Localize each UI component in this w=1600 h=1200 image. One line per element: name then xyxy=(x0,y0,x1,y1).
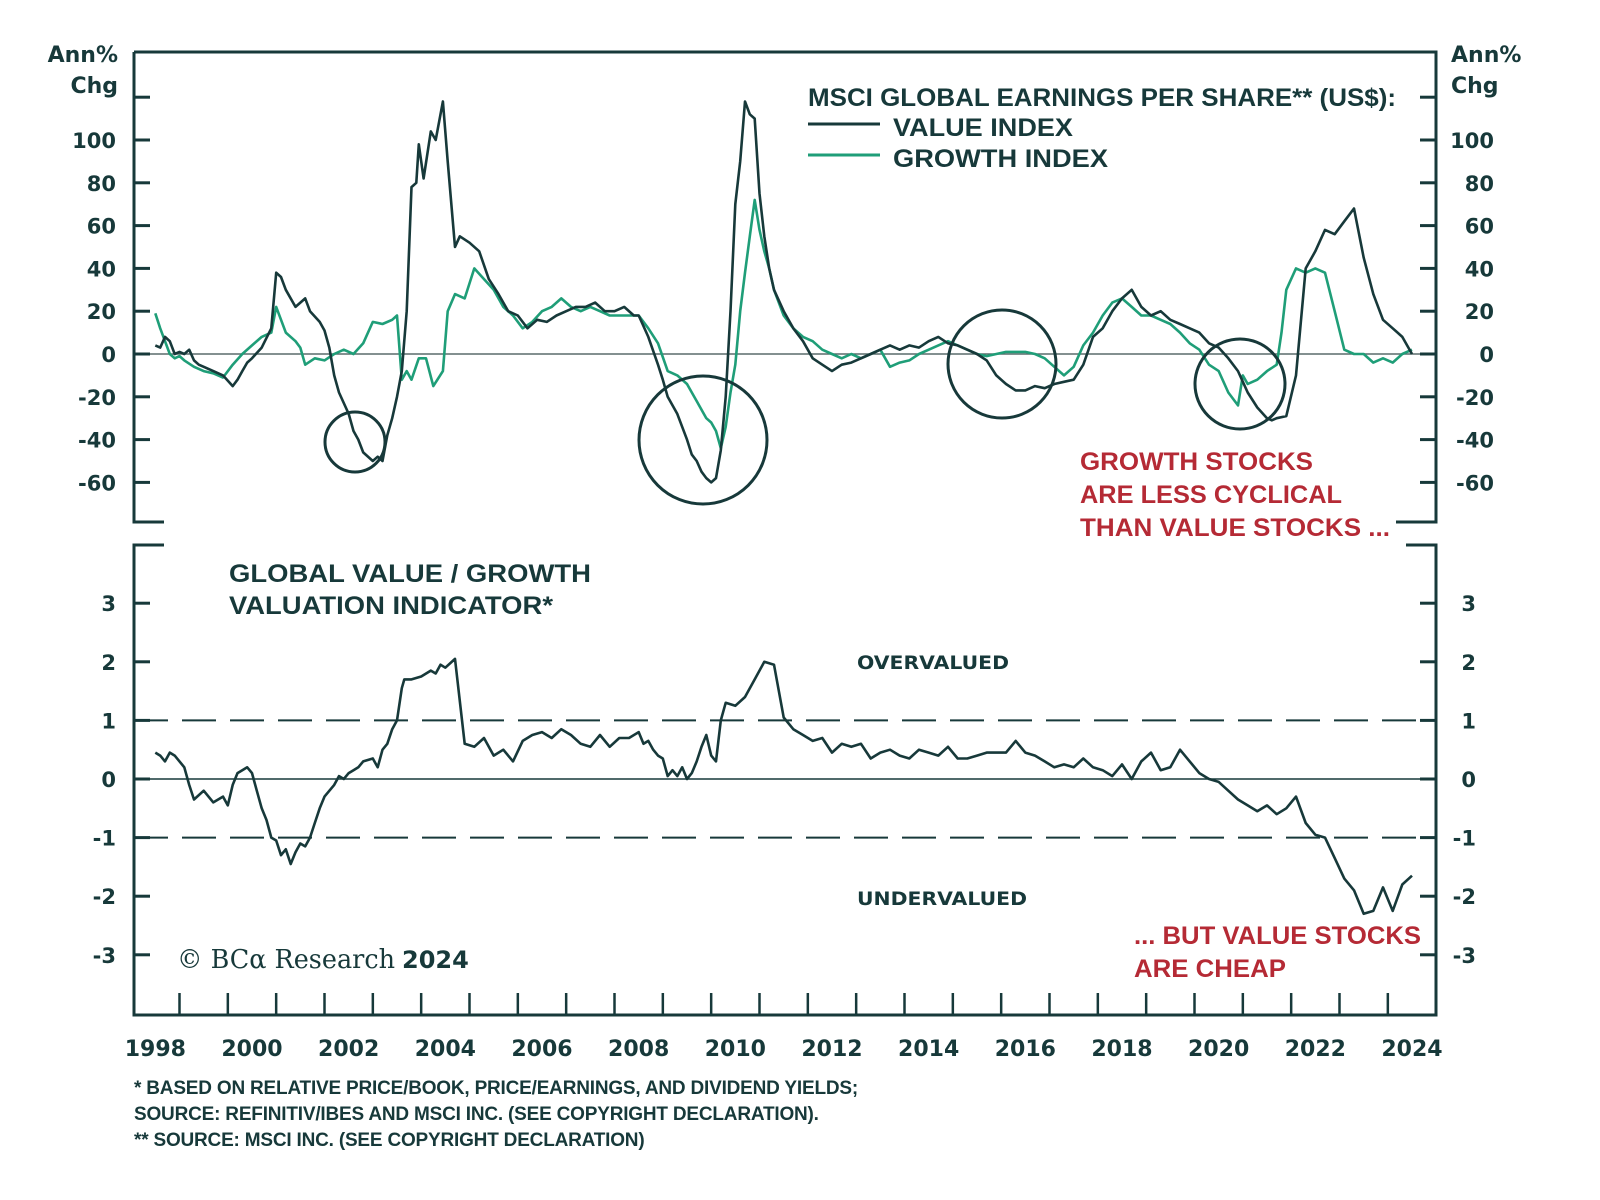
top-left-tick-label: 60 xyxy=(87,215,116,239)
x-tick-label: 2010 xyxy=(705,1037,766,1062)
top-right-tick-label: 40 xyxy=(1465,257,1494,281)
bottom-right-ticks xyxy=(1420,601,1436,957)
top-chart-title: MSCI GLOBAL EARNINGS PER SHARE** (US$): xyxy=(808,84,1396,112)
top-annotation-line2: ARE LESS CYCLICAL xyxy=(1080,481,1342,509)
legend-value-label: VALUE INDEX xyxy=(893,114,1073,142)
bottom-left-tick-label: 1 xyxy=(101,709,116,733)
x-tick-label: 2004 xyxy=(415,1037,476,1062)
bottom-right-tick-label: -1 xyxy=(1453,827,1476,851)
top-panel-frame xyxy=(132,50,1438,524)
bottom-left-tick-label: 3 xyxy=(101,592,116,616)
valuation-indicator-line xyxy=(154,657,1413,916)
top-right-tick-label: -40 xyxy=(1456,429,1494,453)
top-panel: -60 -40 -20 0 20 40 60 80 100 -60 -40 -20 0 20 40 60 80… xyxy=(48,43,1522,542)
top-right-unit-label-line2: Chg xyxy=(1451,74,1499,99)
value-index-line xyxy=(154,100,1414,484)
x-tick-label: 2022 xyxy=(1285,1037,1346,1062)
bottom-right-tick-label: -3 xyxy=(1453,944,1476,968)
bottom-annotation-line1: ... BUT VALUE STOCKS xyxy=(1134,922,1421,950)
legend-growth-label: GROWTH INDEX xyxy=(893,145,1108,173)
top-left-unit-label-line1: Ann% xyxy=(48,43,118,68)
bottom-right-tick-label: 0 xyxy=(1461,768,1476,792)
trough-circles xyxy=(323,308,1287,506)
top-right-tick-label: -60 xyxy=(1456,471,1494,495)
bottom-right-tick-label: 3 xyxy=(1461,592,1476,616)
bottom-left-tick-label: 0 xyxy=(101,768,116,792)
top-left-tick-labels: -60 -40 -20 0 20 40 60 80 100 xyxy=(72,129,116,495)
top-left-ticks xyxy=(134,95,150,484)
footnote-2: SOURCE: REFINITIV/IBES AND MSCI INC. (SE… xyxy=(134,1104,819,1125)
top-left-tick-label: 0 xyxy=(101,343,116,367)
x-tick-label: 2000 xyxy=(221,1037,282,1062)
x-tick-label: 2020 xyxy=(1188,1037,1249,1062)
x-tick-label: 2006 xyxy=(511,1037,572,1062)
undervalued-label: UNDERVALUED xyxy=(857,888,1027,910)
top-left-tick-label: -40 xyxy=(78,429,116,453)
bottom-right-tick-label: -2 xyxy=(1453,885,1476,909)
bottom-right-tick-labels: -3 -2 -1 0 1 2 3 xyxy=(1453,592,1476,968)
top-left-tick-label: 100 xyxy=(72,129,116,153)
top-right-tick-label: 80 xyxy=(1465,172,1494,196)
trough-circle-2015 xyxy=(946,308,1058,420)
bottom-left-tick-label: -2 xyxy=(93,885,116,909)
top-right-tick-label: 20 xyxy=(1465,300,1494,324)
top-series-group xyxy=(154,100,1414,484)
bottom-panel: -3 -2 -1 0 1 2 3 -3 -2 -1 0 1 2 3 1998 2000 2002 2004 20… xyxy=(93,543,1476,1062)
bottom-chart-title-line1: GLOBAL VALUE / GROWTH xyxy=(229,560,591,588)
overvalued-label: OVERVALUED xyxy=(857,652,1009,674)
x-tick-label: 2024 xyxy=(1381,1037,1442,1062)
trough-circle-2009 xyxy=(637,374,769,506)
top-left-tick-label: 20 xyxy=(87,300,116,324)
copyright-year: 2024 xyxy=(402,946,469,974)
footnote-1: * BASED ON RELATIVE PRICE/BOOK, PRICE/EA… xyxy=(134,1078,858,1099)
growth-index-line xyxy=(154,198,1413,450)
top-right-tick-label: 100 xyxy=(1450,129,1494,153)
copyright-label: © BCα Research xyxy=(177,945,395,975)
top-right-tick-label: 0 xyxy=(1479,343,1494,367)
x-tick-label: 2018 xyxy=(1091,1037,1152,1062)
top-left-tick-label: -20 xyxy=(78,386,116,410)
bottom-panel-frame xyxy=(132,543,1438,1017)
footnote-3: ** SOURCE: MSCI INC. (SEE COPYRIGHT DECL… xyxy=(134,1130,645,1151)
bottom-annotation-line2: ARE CHEAP xyxy=(1134,955,1286,983)
bottom-right-tick-label: 1 xyxy=(1461,709,1476,733)
x-tick-label: 2008 xyxy=(608,1037,669,1062)
x-tick-label: 2014 xyxy=(898,1037,959,1062)
bottom-left-tick-label: -1 xyxy=(93,827,116,851)
x-tick-label: 2012 xyxy=(801,1037,862,1062)
bottom-series-group xyxy=(154,657,1413,916)
bottom-chart-title-line2: VALUATION INDICATOR* xyxy=(229,592,553,620)
top-annotation-line1: GROWTH STOCKS xyxy=(1080,448,1313,476)
top-left-tick-label: 80 xyxy=(87,172,116,196)
x-tick-label: 2002 xyxy=(318,1037,379,1062)
trough-circle-2020 xyxy=(1193,337,1287,431)
top-annotation-line3: THAN VALUE STOCKS ... xyxy=(1080,514,1390,542)
x-tick-label: 2016 xyxy=(995,1037,1056,1062)
x-tick-label: 1998 xyxy=(125,1037,186,1062)
bottom-left-tick-label: -3 xyxy=(93,944,116,968)
top-right-ticks xyxy=(1420,95,1436,484)
copyright: © BCα Research 2024 xyxy=(177,945,469,975)
trough-circle-2002 xyxy=(323,410,387,474)
x-axis-tick-labels: 1998 2000 2002 2004 2006 2008 2010 2012 2014 2016… xyxy=(125,1037,1443,1062)
top-left-unit-label-line2: Chg xyxy=(70,74,118,99)
top-right-unit-label-line1: Ann% xyxy=(1451,43,1521,68)
top-left-tick-label: -60 xyxy=(78,471,116,495)
legend: VALUE INDEX GROWTH INDEX xyxy=(808,114,1108,173)
bottom-right-tick-label: 2 xyxy=(1461,651,1476,675)
bottom-left-tick-label: 2 xyxy=(101,651,116,675)
bottom-left-tick-labels: -3 -2 -1 0 1 2 3 xyxy=(93,592,116,968)
top-left-tick-label: 40 xyxy=(87,257,116,281)
top-right-tick-label: -20 xyxy=(1456,386,1494,410)
bottom-left-ticks xyxy=(134,601,150,957)
top-right-tick-labels: -60 -40 -20 0 20 40 60 80 100 xyxy=(1450,129,1494,495)
x-axis-ticks xyxy=(178,993,1390,1015)
top-right-tick-label: 60 xyxy=(1465,215,1494,239)
